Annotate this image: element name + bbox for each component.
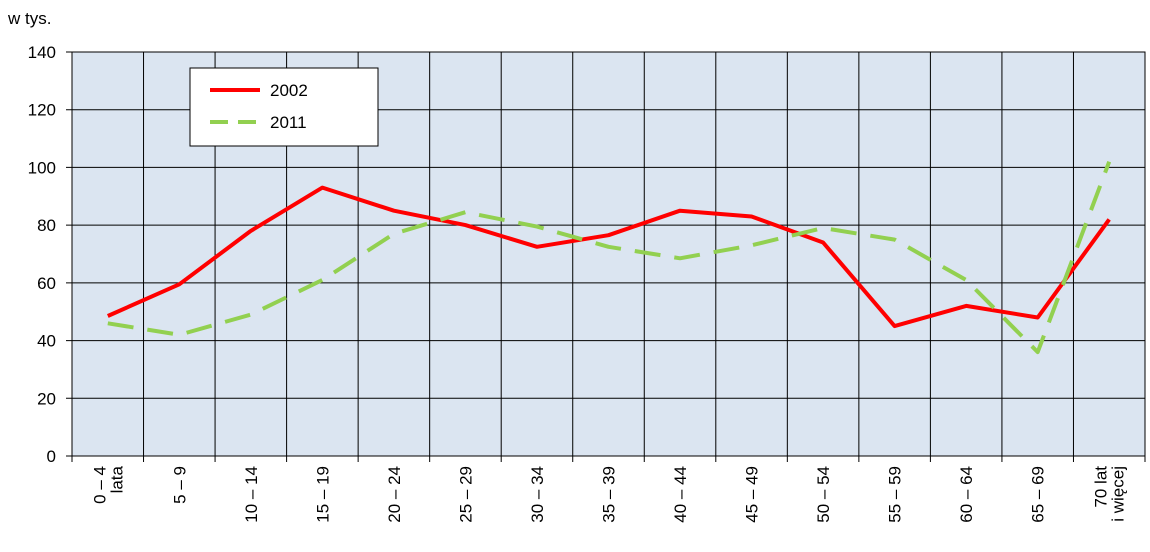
legend-label: 2002 <box>270 81 308 100</box>
x-tick-label: 5 – 9 <box>170 466 189 504</box>
x-tick-label: 20 – 24 <box>385 466 404 523</box>
x-tick-label: 40 – 44 <box>671 466 690 523</box>
y-tick-label: 0 <box>47 447 56 466</box>
y-tick-label: 40 <box>37 332 56 351</box>
y-tick-label: 80 <box>37 216 56 235</box>
x-tick-label: 25 – 29 <box>456 466 475 523</box>
x-tick-label: 55 – 59 <box>886 466 905 523</box>
x-tick-label: 15 – 19 <box>313 466 332 523</box>
y-tick-label: 140 <box>28 43 56 62</box>
x-tick-label: 35 – 39 <box>600 466 619 523</box>
y-tick-label: 100 <box>28 158 56 177</box>
x-tick-label: 65 – 69 <box>1029 466 1048 523</box>
legend <box>189 67 379 147</box>
x-tick-label: 45 – 49 <box>743 466 762 523</box>
legend-label: 2011 <box>270 113 307 132</box>
y-tick-label: 60 <box>37 274 56 293</box>
series-line <box>106 185 1111 329</box>
x-tick-label: 60 – 64 <box>957 466 976 523</box>
x-tick-label: 30 – 34 <box>528 466 547 523</box>
y-axis-label: w tys. <box>7 9 51 28</box>
y-tick-label: 120 <box>28 101 56 120</box>
y-tick-label: 20 <box>37 389 56 408</box>
x-tick-label: 0 – 4lata <box>90 465 126 503</box>
x-tick-label: 10 – 14 <box>242 466 261 523</box>
x-tick-label: 50 – 54 <box>814 466 833 523</box>
x-tick-label: 70 lati więcej <box>1092 466 1128 522</box>
series-line <box>107 160 1112 355</box>
